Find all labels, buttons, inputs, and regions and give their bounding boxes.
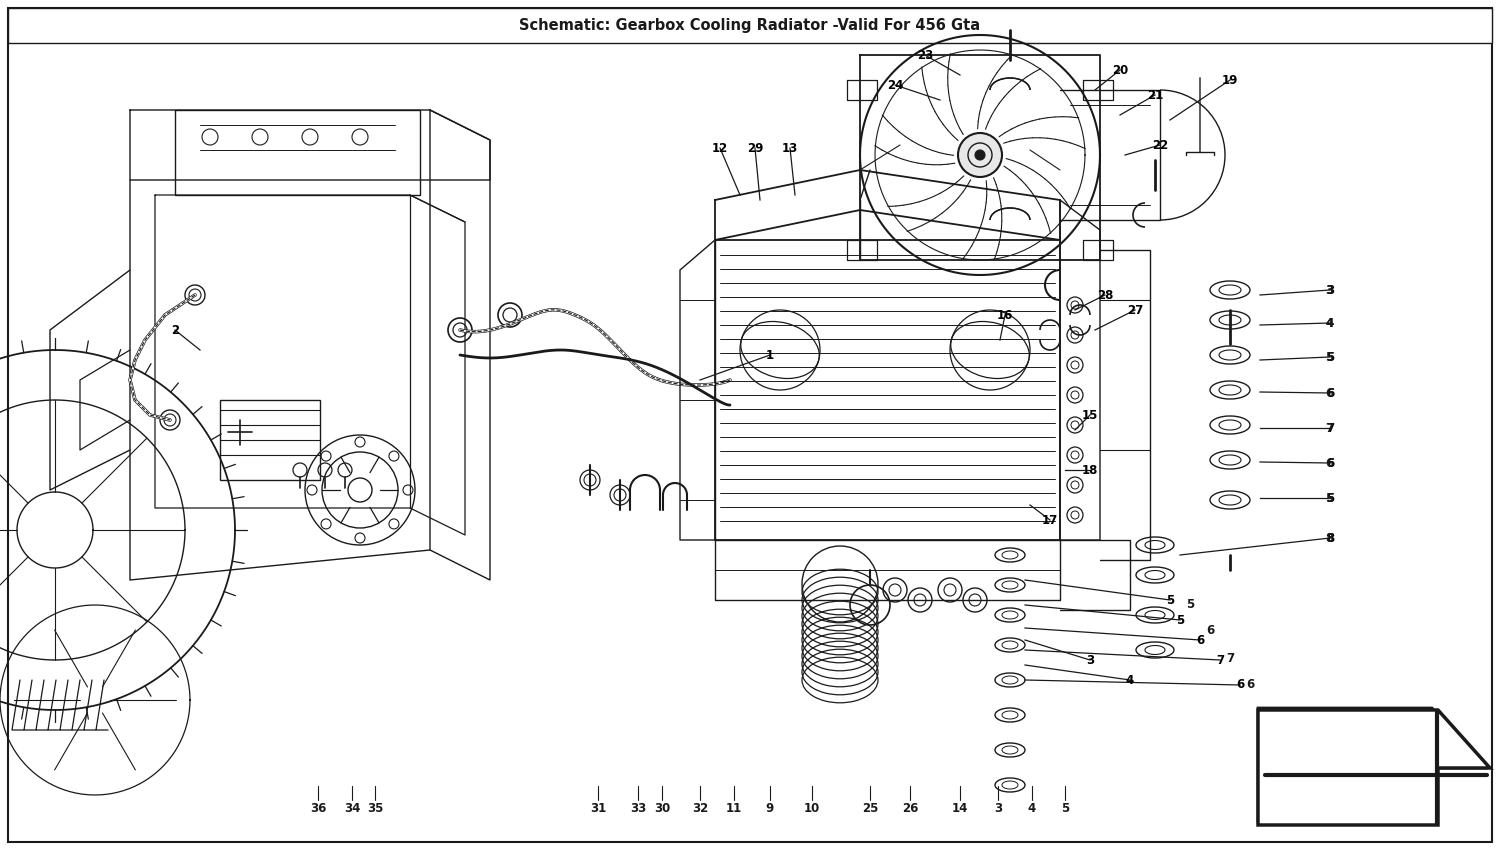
Bar: [716, 240, 1060, 540]
Text: 7: 7: [1216, 654, 1224, 666]
Text: 6: 6: [1324, 387, 1334, 399]
Text: 6: 6: [1246, 678, 1254, 692]
Circle shape: [975, 150, 986, 160]
Text: 29: 29: [747, 141, 764, 155]
Text: 3: 3: [1324, 284, 1334, 297]
Text: 26: 26: [902, 802, 918, 814]
Text: 7: 7: [1226, 651, 1234, 665]
Text: 25: 25: [862, 802, 877, 814]
Text: 19: 19: [1222, 73, 1238, 87]
Text: 3: 3: [994, 802, 1002, 814]
Text: 8: 8: [1326, 531, 1334, 545]
Text: 7: 7: [1326, 422, 1334, 434]
Circle shape: [958, 133, 1002, 177]
Text: 5: 5: [1166, 593, 1174, 607]
Text: 31: 31: [590, 802, 606, 814]
Text: 27: 27: [1126, 303, 1143, 316]
Text: 3: 3: [1326, 284, 1334, 297]
Text: 6: 6: [1326, 456, 1334, 469]
Text: 6: 6: [1236, 678, 1244, 692]
Text: 5: 5: [1324, 350, 1334, 364]
Text: 10: 10: [804, 802, 820, 814]
Text: 11: 11: [726, 802, 742, 814]
Text: 18: 18: [1082, 463, 1098, 477]
Text: 5: 5: [1326, 350, 1334, 364]
Bar: [220, 400, 320, 480]
Text: 6: 6: [1324, 456, 1334, 469]
Text: 8: 8: [1324, 531, 1334, 545]
Text: 13: 13: [782, 141, 798, 155]
Text: 12: 12: [712, 141, 728, 155]
Text: 6: 6: [1206, 624, 1214, 637]
Bar: [8, 8, 1492, 43]
Text: 1: 1: [766, 348, 774, 361]
Text: 6: 6: [1326, 387, 1334, 399]
Text: 34: 34: [344, 802, 360, 814]
Text: 5: 5: [1186, 598, 1194, 611]
Text: 4: 4: [1028, 802, 1036, 814]
Text: 22: 22: [1152, 139, 1168, 151]
Text: 5: 5: [1060, 802, 1070, 814]
Text: 24: 24: [886, 78, 903, 92]
Text: 28: 28: [1096, 288, 1113, 302]
Polygon shape: [1258, 710, 1490, 825]
Text: 14: 14: [952, 802, 968, 814]
Text: 2: 2: [171, 324, 178, 337]
Text: 9: 9: [766, 802, 774, 814]
Text: 4: 4: [1126, 673, 1134, 687]
Text: 30: 30: [654, 802, 670, 814]
Text: 3: 3: [1086, 654, 1094, 666]
Text: 21: 21: [1148, 88, 1162, 101]
Text: 32: 32: [692, 802, 708, 814]
Text: 5: 5: [1324, 491, 1334, 505]
Text: 15: 15: [1082, 409, 1098, 422]
Polygon shape: [1258, 708, 1485, 822]
Text: 33: 33: [630, 802, 646, 814]
Text: 7: 7: [1324, 422, 1334, 434]
Text: 4: 4: [1326, 316, 1334, 330]
Text: 5: 5: [1176, 614, 1184, 626]
Text: 23: 23: [916, 48, 933, 61]
Text: 20: 20: [1112, 64, 1128, 76]
Text: 36: 36: [310, 802, 326, 814]
Text: 5: 5: [1326, 491, 1334, 505]
Text: 17: 17: [1042, 513, 1058, 526]
Text: 35: 35: [368, 802, 382, 814]
Text: 6: 6: [1196, 633, 1204, 647]
Text: 16: 16: [998, 309, 1012, 321]
Text: Schematic: Gearbox Cooling Radiator -Valid For 456 Gta: Schematic: Gearbox Cooling Radiator -Val…: [519, 18, 981, 32]
Text: 4: 4: [1324, 316, 1334, 330]
